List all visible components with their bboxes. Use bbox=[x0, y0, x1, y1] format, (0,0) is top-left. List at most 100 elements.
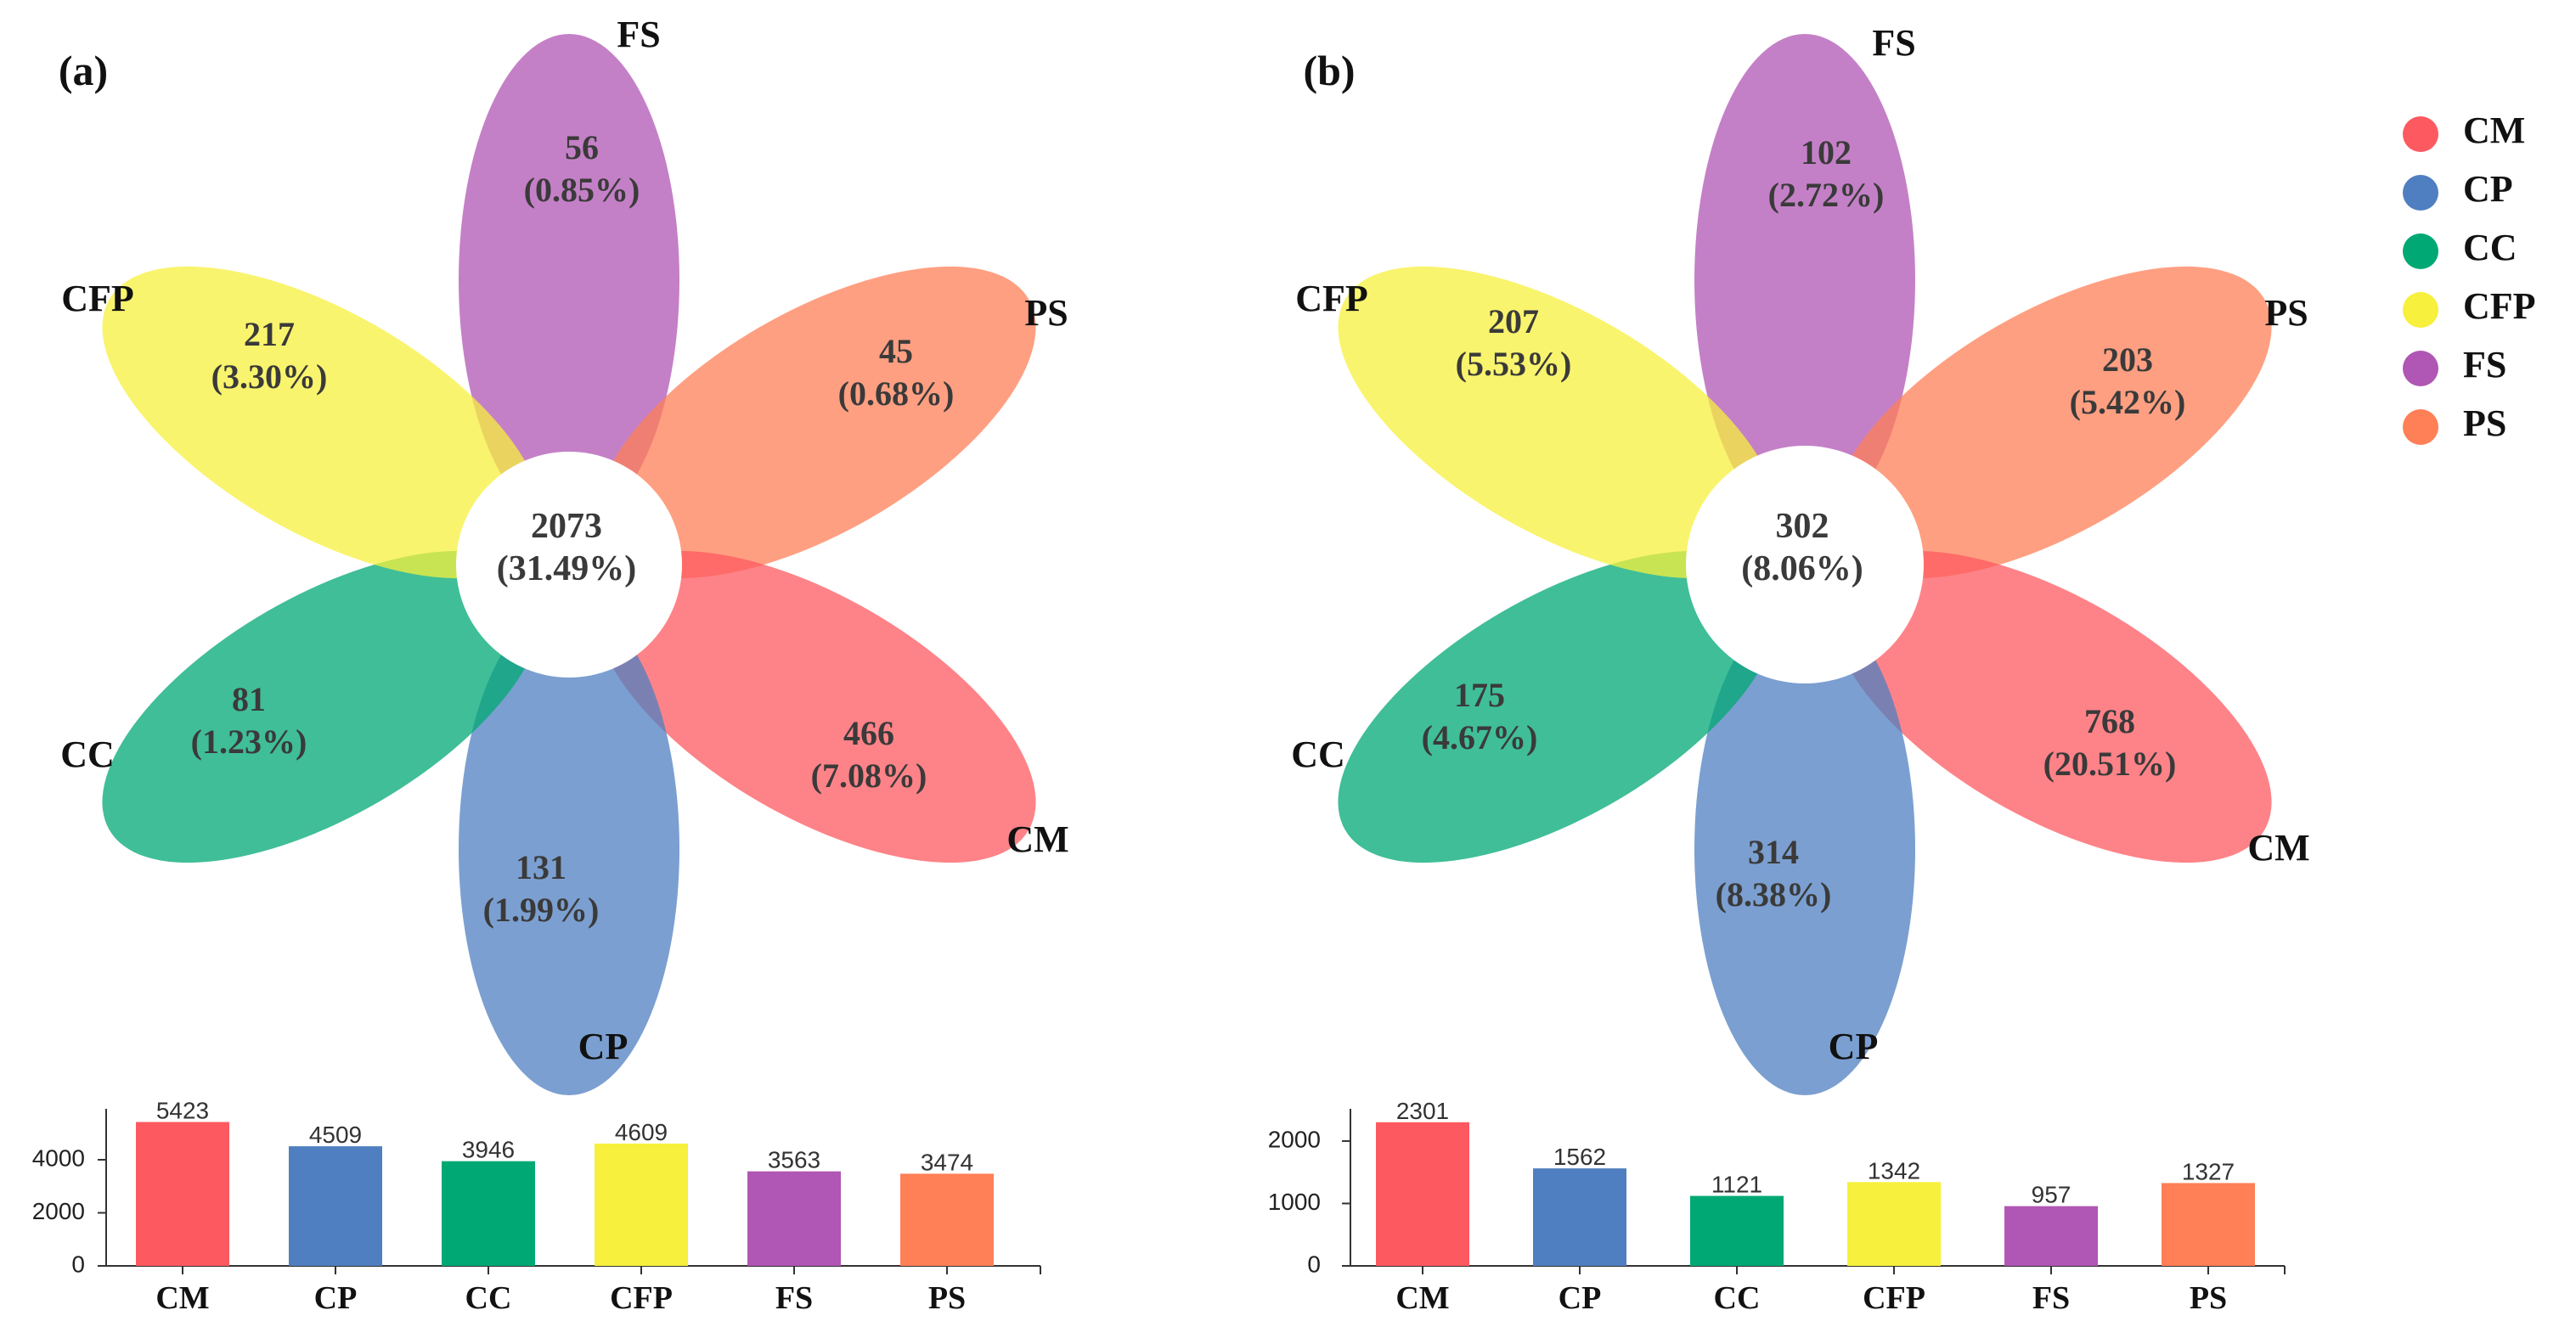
group-label-cc-a: CC bbox=[60, 734, 115, 775]
group-label-cfp-a: CFP bbox=[61, 278, 134, 319]
center-percent-a: (31.49%) bbox=[497, 549, 636, 588]
bar-value-label-b: 2301 bbox=[1396, 1098, 1449, 1124]
group-label-cc-b: CC bbox=[1291, 734, 1345, 775]
bar-value-label-b: 957 bbox=[2032, 1182, 2072, 1208]
x-tick-label-a: FS bbox=[775, 1280, 813, 1316]
petal-count-cc-b: 175 bbox=[1454, 676, 1505, 714]
petal-count-cc-a: 81 bbox=[232, 680, 266, 718]
y-tick-label-b: 0 bbox=[1307, 1251, 1321, 1277]
panel-label-a: (a) bbox=[59, 47, 108, 94]
x-tick-label-b: CP bbox=[1559, 1280, 1602, 1316]
x-tick-label-a: CP bbox=[314, 1280, 358, 1316]
bar-ps-b bbox=[2162, 1183, 2255, 1266]
y-tick-label-b: 2000 bbox=[1268, 1126, 1321, 1152]
legend-swatch-fs bbox=[2403, 351, 2438, 386]
center-count-a: 2073 bbox=[531, 507, 602, 546]
x-tick-label-b: CM bbox=[1395, 1280, 1449, 1316]
petal-percent-ps-b: (5.42%) bbox=[2070, 383, 2186, 421]
x-tick-label-a: CM bbox=[155, 1280, 209, 1316]
legend-swatch-cm bbox=[2403, 116, 2438, 152]
legend-label-cm: CM bbox=[2463, 110, 2525, 151]
petal-percent-cc-a: (1.23%) bbox=[191, 723, 307, 761]
group-label-cp-b: CP bbox=[1829, 1026, 1879, 1067]
y-tick-label-b: 1000 bbox=[1268, 1189, 1321, 1215]
legend-label-ps: PS bbox=[2463, 402, 2506, 444]
group-label-ps-b: PS bbox=[2264, 292, 2308, 334]
legend-swatch-ps bbox=[2403, 409, 2438, 445]
center-count-b: 302 bbox=[1776, 507, 1829, 546]
x-tick-label-b: CC bbox=[1714, 1280, 1761, 1316]
petal-ps-b bbox=[1830, 266, 2272, 579]
center-circle-a bbox=[456, 452, 682, 678]
panel-label-b: (b) bbox=[1303, 47, 1355, 94]
petal-percent-ps-a: (0.68%) bbox=[838, 374, 955, 413]
petal-count-cp-a: 131 bbox=[516, 848, 566, 886]
legend: CM CP CC CFP FS PS bbox=[2403, 110, 2536, 445]
legend-label-fs: FS bbox=[2463, 344, 2506, 385]
petal-cp-b bbox=[1694, 603, 1915, 1095]
bar-cp-a bbox=[289, 1146, 382, 1266]
bar-fs-b bbox=[2004, 1206, 2098, 1266]
bar-chart-panel-a: 0 2000 4000 5423 CM 4509 CP 3946 CC 4609 CFP 3563 FS… bbox=[32, 1098, 1041, 1316]
petal-count-cfp-b: 207 bbox=[1488, 302, 1539, 340]
legend-label-cp: CP bbox=[2463, 168, 2513, 210]
petal-percent-cp-b: (8.38%) bbox=[1716, 875, 1832, 914]
bar-cfp-a bbox=[595, 1143, 688, 1266]
bar-cp-b bbox=[1533, 1168, 1626, 1266]
petal-count-cfp-a: 217 bbox=[244, 315, 295, 353]
legend-swatch-cp bbox=[2403, 175, 2438, 211]
petal-percent-cc-b: (4.67%) bbox=[1422, 718, 1538, 756]
legend-label-cfp: CFP bbox=[2463, 285, 2536, 327]
petal-count-cm-a: 466 bbox=[843, 714, 894, 752]
x-tick-label-a: PS bbox=[928, 1280, 966, 1316]
petal-cp-a bbox=[459, 603, 679, 1095]
legend-label-cc: CC bbox=[2463, 227, 2517, 268]
petal-count-ps-a: 45 bbox=[879, 332, 913, 370]
group-label-fs-a: FS bbox=[617, 14, 660, 55]
petal-cm-b bbox=[1830, 550, 2272, 863]
petal-percent-fs-a: (0.85%) bbox=[524, 171, 640, 209]
center-circle-b bbox=[1686, 446, 1924, 683]
petal-count-fs-b: 102 bbox=[1801, 133, 1852, 172]
bar-value-label-b: 1327 bbox=[2182, 1158, 2235, 1184]
bar-fs-a bbox=[747, 1171, 841, 1266]
bar-cm-b bbox=[1376, 1122, 1469, 1266]
x-tick-label-a: CFP bbox=[610, 1280, 673, 1316]
bar-value-label-a: 3946 bbox=[462, 1137, 515, 1163]
petal-fs-b bbox=[1694, 34, 1915, 526]
bar-cc-a bbox=[442, 1161, 535, 1266]
petal-percent-cm-b: (20.51%) bbox=[2043, 745, 2177, 783]
venn-panel-b: 102 (2.72%) FS 203 (5.42%) PS 768 (20.51%) CM 314… bbox=[1291, 22, 2310, 1095]
petal-count-ps-b: 203 bbox=[2102, 340, 2153, 379]
legend-swatch-cfp bbox=[2403, 292, 2438, 328]
bar-value-label-b: 1121 bbox=[1711, 1172, 1762, 1198]
group-label-fs-b: FS bbox=[1872, 22, 1915, 64]
center-percent-b: (8.06%) bbox=[1741, 549, 1863, 588]
bar-cm-a bbox=[136, 1122, 229, 1266]
bar-value-label-b: 1342 bbox=[1868, 1157, 1920, 1184]
bar-cfp-b bbox=[1847, 1182, 1941, 1266]
x-tick-label-b: PS bbox=[2190, 1280, 2227, 1316]
bar-value-label-a: 4609 bbox=[615, 1119, 668, 1145]
group-label-cp-a: CP bbox=[578, 1026, 628, 1067]
bar-value-label-a: 3474 bbox=[921, 1149, 973, 1175]
x-tick-label-b: CFP bbox=[1863, 1280, 1925, 1316]
x-tick-label-a: CC bbox=[465, 1280, 512, 1316]
bar-value-label-a: 5423 bbox=[156, 1098, 209, 1124]
petal-percent-cp-a: (1.99%) bbox=[483, 891, 600, 929]
bar-cc-b bbox=[1690, 1195, 1784, 1266]
petal-cfp-a bbox=[102, 266, 544, 579]
bar-ps-a bbox=[900, 1173, 994, 1266]
petal-ps-a bbox=[595, 266, 1036, 579]
venn-panel-a: 56 (0.85%) FS 45 (0.68%) PS 466 (7.08%) CM 131 (1.… bbox=[59, 14, 1069, 1095]
group-label-ps-a: PS bbox=[1024, 292, 1068, 334]
petal-count-cp-b: 314 bbox=[1748, 833, 1799, 871]
petal-cc-a bbox=[102, 550, 544, 863]
petal-percent-cfp-b: (5.53%) bbox=[1456, 345, 1572, 383]
petal-count-cm-b: 768 bbox=[2084, 702, 2135, 740]
petal-percent-fs-b: (2.72%) bbox=[1768, 176, 1885, 214]
y-tick-label-a: 0 bbox=[71, 1251, 85, 1277]
bar-value-label-a: 3563 bbox=[768, 1147, 820, 1173]
group-label-cfp-b: CFP bbox=[1295, 278, 1368, 319]
